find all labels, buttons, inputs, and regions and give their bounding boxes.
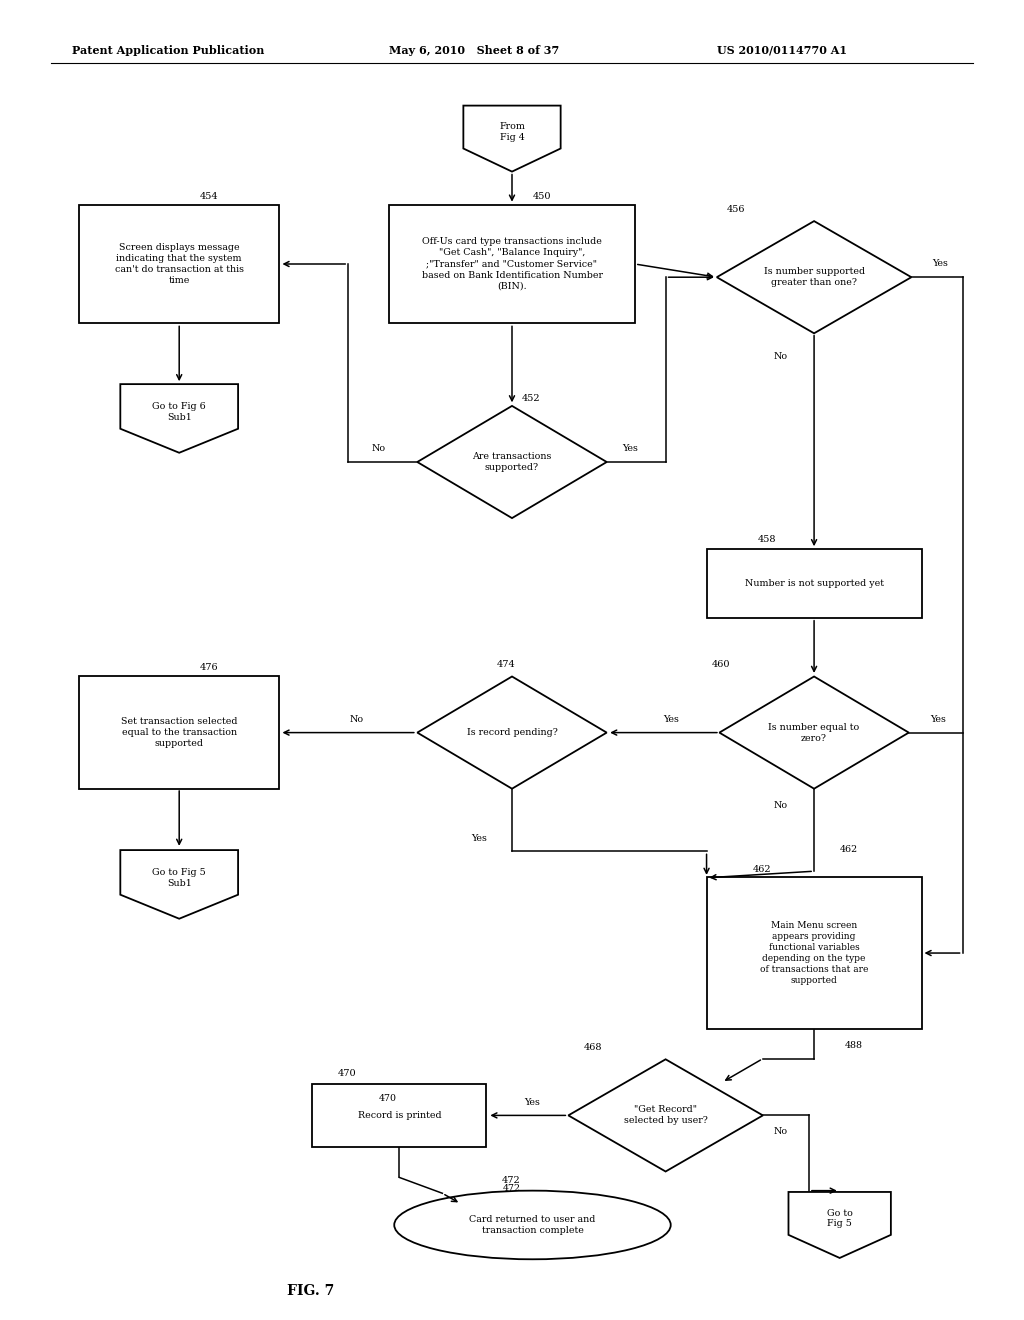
Text: Number is not supported yet: Number is not supported yet	[744, 579, 884, 587]
FancyBboxPatch shape	[707, 876, 922, 1030]
Text: Go to Fig 6
Sub1: Go to Fig 6 Sub1	[153, 403, 206, 421]
Polygon shape	[719, 676, 909, 788]
Text: 488: 488	[845, 1041, 863, 1049]
Text: 468: 468	[584, 1043, 602, 1052]
Text: US 2010/0114770 A1: US 2010/0114770 A1	[717, 45, 847, 55]
Text: Set transaction selected
equal to the transaction
supported: Set transaction selected equal to the tr…	[121, 717, 238, 748]
Text: From
Fig 4: From Fig 4	[499, 123, 525, 141]
FancyBboxPatch shape	[79, 676, 279, 788]
FancyBboxPatch shape	[389, 205, 635, 323]
Text: No: No	[773, 352, 787, 360]
Text: Go to
Fig 5: Go to Fig 5	[826, 1209, 853, 1228]
Text: 472: 472	[503, 1184, 521, 1193]
Text: 472: 472	[502, 1176, 520, 1185]
Text: "Get Record"
selected by user?: "Get Record" selected by user?	[624, 1105, 708, 1126]
Text: 462: 462	[753, 865, 771, 874]
Text: Yes: Yes	[930, 715, 946, 723]
Text: Yes: Yes	[663, 715, 679, 723]
Polygon shape	[121, 850, 238, 919]
Ellipse shape	[394, 1191, 671, 1259]
Text: Card returned to user and
transaction complete: Card returned to user and transaction co…	[469, 1214, 596, 1236]
Text: 470: 470	[379, 1094, 397, 1102]
Text: 454: 454	[200, 191, 218, 201]
Text: Yes: Yes	[524, 1098, 541, 1106]
Text: Is record pending?: Is record pending?	[467, 729, 557, 737]
Polygon shape	[717, 220, 911, 333]
Text: 456: 456	[727, 205, 745, 214]
FancyBboxPatch shape	[707, 549, 922, 618]
Polygon shape	[121, 384, 238, 453]
Polygon shape	[418, 407, 606, 517]
Text: May 6, 2010   Sheet 8 of 37: May 6, 2010 Sheet 8 of 37	[389, 45, 559, 55]
Polygon shape	[463, 106, 561, 172]
Text: 476: 476	[200, 663, 218, 672]
Text: Off-Us card type transactions include
"Get Cash", "Balance Inquiry",
;"Transfer": Off-Us card type transactions include "G…	[422, 238, 602, 290]
Text: 452: 452	[522, 393, 541, 403]
Polygon shape	[788, 1192, 891, 1258]
Text: FIG. 7: FIG. 7	[287, 1284, 334, 1298]
Text: Are transactions
supported?: Are transactions supported?	[472, 451, 552, 473]
Text: Patent Application Publication: Patent Application Publication	[72, 45, 264, 55]
Polygon shape	[418, 676, 606, 788]
Text: 450: 450	[532, 191, 551, 201]
Text: No: No	[372, 445, 386, 453]
Text: 462: 462	[840, 845, 858, 854]
Text: Is number supported
greater than one?: Is number supported greater than one?	[764, 267, 864, 288]
Text: No: No	[773, 1127, 787, 1135]
FancyBboxPatch shape	[312, 1084, 486, 1147]
Text: Yes: Yes	[932, 260, 948, 268]
Text: Is number equal to
zero?: Is number equal to zero?	[768, 722, 860, 743]
Text: 460: 460	[712, 660, 730, 669]
Text: Yes: Yes	[471, 834, 487, 842]
Text: 470: 470	[338, 1069, 356, 1078]
FancyBboxPatch shape	[79, 205, 279, 323]
Text: No: No	[349, 715, 364, 723]
Text: Screen displays message
indicating that the system
can't do transaction at this
: Screen displays message indicating that …	[115, 243, 244, 285]
Text: No: No	[773, 801, 787, 809]
Text: Yes: Yes	[622, 445, 638, 453]
Text: Main Menu screen
appears providing
functional variables
depending on the type
of: Main Menu screen appears providing funct…	[760, 921, 868, 985]
Text: 474: 474	[497, 660, 515, 669]
Text: 458: 458	[758, 535, 776, 544]
Text: Record is printed: Record is printed	[357, 1111, 441, 1119]
Polygon shape	[568, 1059, 763, 1172]
Text: Go to Fig 5
Sub1: Go to Fig 5 Sub1	[153, 869, 206, 887]
